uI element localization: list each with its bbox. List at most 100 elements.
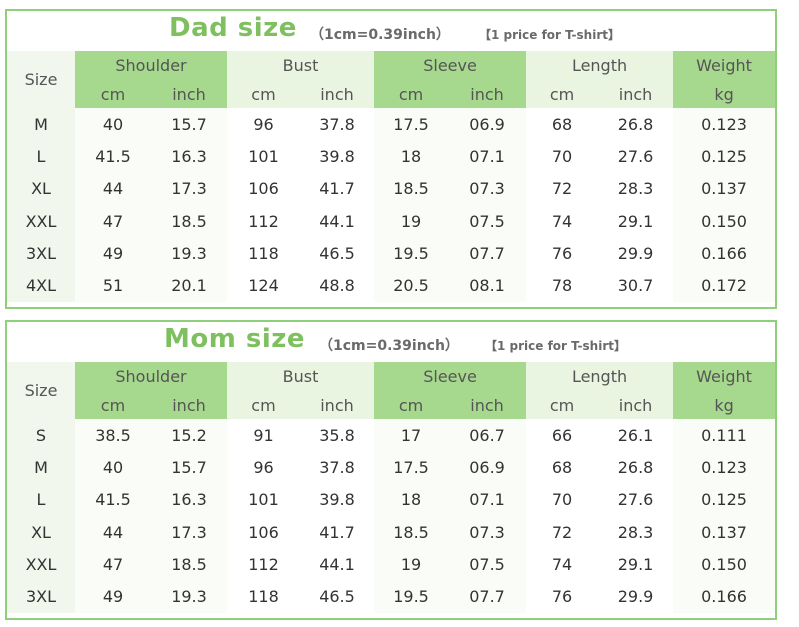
mom-measurement-cell: 39.8	[300, 483, 375, 516]
dad-size-label: L	[7, 140, 75, 173]
mom-measurement-cell: 17	[374, 419, 449, 452]
dad-measurement-cell: 0.150	[673, 204, 776, 238]
dad-unit-header: kg	[673, 80, 776, 108]
mom-unit-header: cm	[227, 391, 300, 419]
mom-measurement-cell: 19.3	[151, 580, 227, 613]
dad-measurement-cell: 06.9	[448, 108, 527, 141]
mom-measurement-cell: 07.1	[448, 483, 527, 516]
mom-measurement-cell: 44.1	[300, 548, 375, 581]
dad-measurement-cell: 44	[75, 172, 151, 205]
dad-unit-header: cm	[526, 80, 599, 108]
mom-measurement-cell: 0.123	[673, 451, 776, 484]
mom-measurement-cell: 47	[75, 548, 151, 581]
mom-unit-header: inch	[448, 391, 527, 419]
mom-measurement-cell: 07.7	[448, 580, 527, 613]
dad-measurement-cell: 27.6	[598, 140, 674, 173]
dad-table-row: M 40 15.7 96 37.8 17.5 06.9 68 26.8 0.123	[7, 108, 776, 141]
mom-size-label: L	[7, 483, 75, 516]
dad-measurement-cell: 29.9	[598, 237, 674, 270]
dad-measurement-cell: 19.3	[151, 237, 227, 270]
mom-measurement-cell: 15.2	[151, 419, 227, 452]
mom-size-header: Size	[7, 362, 75, 419]
dad-measurement-cell: 28.3	[598, 172, 674, 205]
dad-price-note: 【1 price for T-shirt】	[479, 28, 620, 42]
mom-sleeve-header: Sleeve	[374, 362, 527, 391]
mom-measurement-cell: 19	[374, 548, 449, 581]
dad-size-label: 4XL	[7, 269, 75, 302]
dad-measurement-cell: 78	[526, 269, 599, 302]
mom-unit-header: inch	[598, 391, 674, 419]
mom-measurement-cell: 44	[75, 515, 151, 549]
mom-measurement-cell: 0.125	[673, 483, 776, 516]
mom-unit-header: inch	[300, 391, 375, 419]
mom-unit-header: kg	[673, 391, 776, 419]
dad-measurement-cell: 112	[227, 204, 300, 238]
mom-size-label: XL	[7, 515, 75, 549]
mom-weight-header: Weight	[673, 362, 776, 391]
dad-measurement-cell: 106	[227, 172, 300, 205]
dad-measurement-cell: 48.8	[300, 269, 375, 302]
mom-measurement-cell: 16.3	[151, 483, 227, 516]
dad-measurement-cell: 68	[526, 108, 599, 141]
dad-table-row: L 41.5 16.3 101 39.8 18 07.1 70 27.6 0.125	[7, 140, 776, 173]
dad-measurement-cell: 0.125	[673, 140, 776, 173]
mom-measurement-cell: 41.5	[75, 483, 151, 516]
mom-measurement-cell: 18.5	[374, 515, 449, 549]
mom-title-row: Mom size （1cm=0.39inch） 【1 price for T-s…	[7, 322, 775, 362]
mom-measurement-cell: 06.7	[448, 419, 527, 452]
mom-unit-header: cm	[526, 391, 599, 419]
mom-measurement-cell: 38.5	[75, 419, 151, 452]
mom-size-table: Size Shoulder Bust Sleeve Length Weight …	[7, 362, 776, 613]
dad-measurement-cell: 20.1	[151, 269, 227, 302]
mom-measurement-cell: 27.6	[598, 483, 674, 516]
dad-measurement-cell: 15.7	[151, 108, 227, 141]
dad-bust-header: Bust	[227, 51, 375, 80]
mom-table-row: L 41.5 16.3 101 39.8 18 07.1 70 27.6 0.125	[7, 483, 776, 516]
mom-unit-header: cm	[374, 391, 449, 419]
mom-size-panel: Mom size （1cm=0.39inch） 【1 price for T-s…	[5, 320, 777, 620]
dad-unit-header: cm	[374, 80, 449, 108]
mom-unit-header: inch	[151, 391, 227, 419]
mom-measurement-cell: 0.166	[673, 580, 776, 613]
dad-measurement-cell: 47	[75, 204, 151, 238]
mom-measurement-cell: 112	[227, 548, 300, 581]
dad-measurement-cell: 72	[526, 172, 599, 205]
mom-unit-conversion: （1cm=0.39inch）	[319, 338, 459, 354]
dad-measurement-cell: 39.8	[300, 140, 375, 173]
dad-measurement-cell: 17.5	[374, 108, 449, 141]
mom-measurement-cell: 0.150	[673, 548, 776, 581]
dad-measurement-cell: 0.137	[673, 172, 776, 205]
dad-measurement-cell: 18	[374, 140, 449, 173]
dad-measurement-cell: 40	[75, 108, 151, 141]
mom-measurement-cell: 19.5	[374, 580, 449, 613]
mom-measurement-cell: 0.137	[673, 515, 776, 549]
dad-measurement-cell: 19	[374, 204, 449, 238]
dad-table-row: XL 44 17.3 106 41.7 18.5 07.3 72 28.3 0.137	[7, 172, 776, 205]
dad-measurement-cell: 29.1	[598, 204, 674, 238]
dad-measurement-cell: 44.1	[300, 204, 375, 238]
dad-measurement-cell: 19.5	[374, 237, 449, 270]
dad-measurement-cell: 76	[526, 237, 599, 270]
dad-measurement-cell: 07.5	[448, 204, 527, 238]
dad-measurement-cell: 20.5	[374, 269, 449, 302]
mom-measurement-cell: 96	[227, 451, 300, 484]
mom-table-row: XL 44 17.3 106 41.7 18.5 07.3 72 28.3 0.137	[7, 515, 776, 549]
dad-measurement-cell: 46.5	[300, 237, 375, 270]
dad-measurement-cell: 07.1	[448, 140, 527, 173]
mom-table-row: M 40 15.7 96 37.8 17.5 06.9 68 26.8 0.123	[7, 451, 776, 484]
dad-unit-header: inch	[151, 80, 227, 108]
dad-size-panel: Dad size （1cm=0.39inch） 【1 price for T-s…	[5, 9, 777, 309]
mom-measurement-cell: 15.7	[151, 451, 227, 484]
mom-measurement-cell: 26.8	[598, 451, 674, 484]
dad-table-row: 3XL 49 19.3 118 46.5 19.5 07.7 76 29.9 0.166	[7, 237, 776, 270]
mom-measurement-cell: 06.9	[448, 451, 527, 484]
mom-measurement-cell: 26.1	[598, 419, 674, 452]
dad-measurement-cell: 18.5	[151, 204, 227, 238]
dad-measurement-cell: 0.166	[673, 237, 776, 270]
dad-size-label: 3XL	[7, 237, 75, 270]
dad-size-label: XXL	[7, 204, 75, 238]
dad-unit-header: inch	[300, 80, 375, 108]
mom-measurement-cell: 106	[227, 515, 300, 549]
dad-unit-header: cm	[227, 80, 300, 108]
mom-measurement-cell: 37.8	[300, 451, 375, 484]
